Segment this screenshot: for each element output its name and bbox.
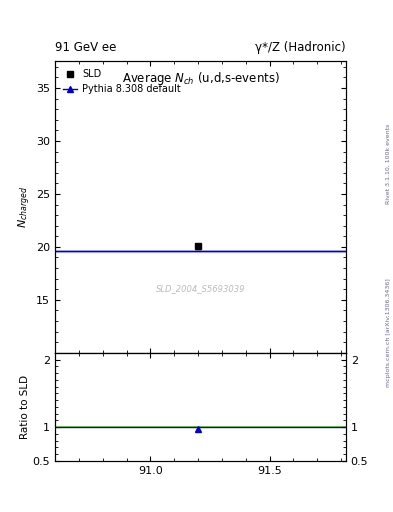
Y-axis label: Ratio to SLD: Ratio to SLD [20, 375, 30, 439]
Y-axis label: $N_{charged}$: $N_{charged}$ [17, 186, 33, 228]
Text: SLD_2004_S5693039: SLD_2004_S5693039 [156, 284, 245, 293]
Text: 91 GeV ee: 91 GeV ee [55, 41, 116, 54]
Text: Rivet 3.1.10, 100k events: Rivet 3.1.10, 100k events [386, 124, 391, 204]
Legend: SLD, Pythia 8.308 default: SLD, Pythia 8.308 default [60, 66, 184, 97]
Text: Average $N_{ch}$ (u,d,s-events): Average $N_{ch}$ (u,d,s-events) [121, 70, 279, 87]
Text: γ*/Z (Hadronic): γ*/Z (Hadronic) [255, 41, 346, 54]
Text: mcplots.cern.ch [arXiv:1306.3436]: mcplots.cern.ch [arXiv:1306.3436] [386, 279, 391, 387]
